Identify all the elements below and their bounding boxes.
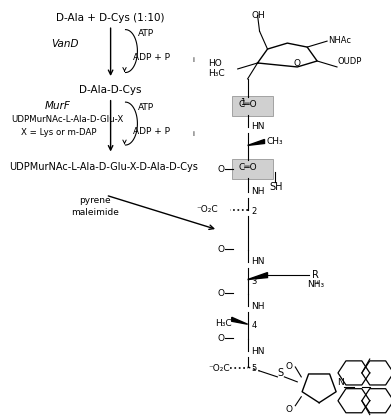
Text: O: O: [286, 405, 293, 414]
Text: ADP + P: ADP + P: [133, 126, 171, 136]
Polygon shape: [232, 317, 248, 324]
Text: 3: 3: [252, 276, 257, 286]
Text: O: O: [294, 60, 301, 68]
Text: i: i: [192, 57, 194, 63]
Text: UDPMurNAc-L-Ala-D-Glu-X-D-Ala-D-Cys: UDPMurNAc-L-Ala-D-Glu-X-D-Ala-D-Cys: [9, 162, 198, 172]
Text: H₃C: H₃C: [215, 319, 232, 328]
Text: CH₃: CH₃: [267, 137, 283, 147]
Text: H₃C: H₃C: [208, 69, 225, 79]
Text: NH: NH: [252, 302, 265, 311]
Text: SH: SH: [269, 182, 283, 192]
Polygon shape: [248, 139, 265, 145]
Text: 1: 1: [240, 98, 245, 107]
Text: maleimide: maleimide: [71, 208, 119, 217]
Text: VanD: VanD: [51, 39, 78, 49]
Text: ⁻O₂C: ⁻O₂C: [196, 205, 218, 214]
Text: ⁺: ⁺: [314, 280, 319, 289]
Text: ADP + P: ADP + P: [133, 53, 171, 62]
Text: HO: HO: [208, 60, 222, 68]
Text: O: O: [218, 289, 225, 299]
Text: ATP: ATP: [138, 29, 154, 38]
Text: D-Ala-D-Cys: D-Ala-D-Cys: [79, 85, 142, 95]
Text: OH: OH: [252, 11, 265, 20]
Text: 4: 4: [252, 321, 257, 330]
Polygon shape: [248, 273, 267, 280]
Text: 2: 2: [252, 207, 257, 216]
FancyBboxPatch shape: [232, 159, 274, 179]
Text: X = Lys or m-DAP: X = Lys or m-DAP: [21, 128, 97, 136]
Text: HN: HN: [252, 347, 265, 356]
Text: OUDP: OUDP: [338, 58, 362, 66]
Text: O: O: [218, 334, 225, 343]
Text: N: N: [337, 378, 344, 387]
Text: O: O: [218, 165, 225, 174]
Text: O: O: [218, 245, 225, 254]
Text: C═O: C═O: [238, 100, 257, 109]
Text: HN: HN: [252, 121, 265, 131]
Text: 5: 5: [252, 364, 257, 373]
Text: ⁻O₂C: ⁻O₂C: [208, 364, 230, 373]
Text: HN: HN: [252, 257, 265, 266]
Text: pyrene: pyrene: [79, 196, 111, 205]
Text: NHAc: NHAc: [328, 36, 351, 45]
Text: C═O: C═O: [238, 163, 257, 172]
Text: ATP: ATP: [138, 103, 154, 112]
Text: D-Ala + D-Cys (1:10): D-Ala + D-Cys (1:10): [56, 13, 165, 23]
Text: NH: NH: [252, 187, 265, 196]
Text: UDPMurNAc-L-Ala-D-Glu-X: UDPMurNAc-L-Ala-D-Glu-X: [11, 115, 123, 123]
FancyBboxPatch shape: [232, 96, 274, 116]
Text: O: O: [286, 362, 293, 371]
Text: i: i: [192, 131, 194, 136]
Text: R: R: [312, 270, 319, 280]
Text: S: S: [278, 368, 283, 378]
Text: MurF: MurF: [45, 101, 71, 111]
Text: NH₃: NH₃: [307, 280, 324, 289]
